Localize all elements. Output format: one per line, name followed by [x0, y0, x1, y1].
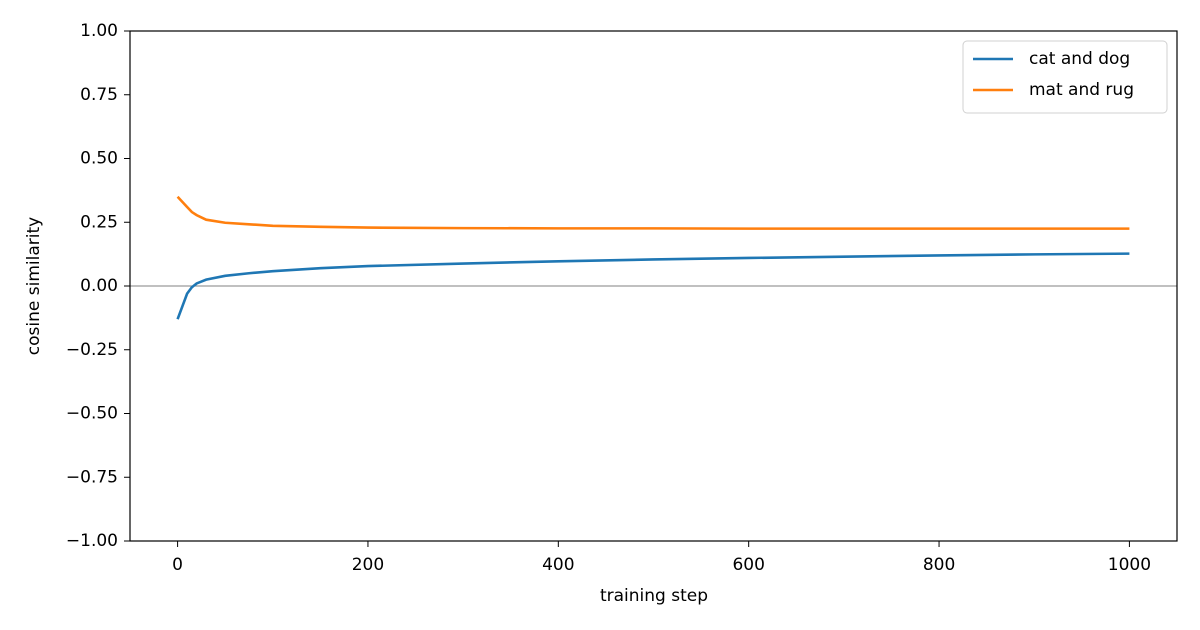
y-tick-label: 0.25 [80, 212, 118, 232]
y-tick-label: −1.00 [66, 531, 118, 551]
y-tick-label: −0.75 [66, 467, 118, 487]
x-tick-label: 200 [352, 555, 384, 575]
x-tick-label: 800 [923, 555, 955, 575]
y-tick-label: 0.00 [80, 276, 118, 296]
legend-box [962, 40, 1168, 114]
x-tick-label: 0 [172, 555, 183, 575]
series-line [176, 195, 1130, 230]
x-tick-label: 1000 [1108, 555, 1151, 575]
y-tick-label: −0.25 [66, 340, 118, 360]
series-line [176, 252, 1130, 320]
legend-label: cat and dog [1029, 49, 1130, 69]
legend-label: mat and rug [1029, 80, 1134, 100]
y-tick-label: 0.50 [80, 149, 118, 169]
y-axis-label: cosine similarity [24, 217, 44, 355]
x-axis-label: training step [600, 586, 708, 606]
y-tick-label: 0.75 [80, 85, 118, 105]
y-tick-label: −0.50 [66, 404, 118, 424]
plot-frame [129, 30, 1178, 542]
x-tick-label: 400 [542, 555, 574, 575]
x-tick-label: 600 [732, 555, 764, 575]
y-tick-label: 1.00 [80, 21, 118, 41]
